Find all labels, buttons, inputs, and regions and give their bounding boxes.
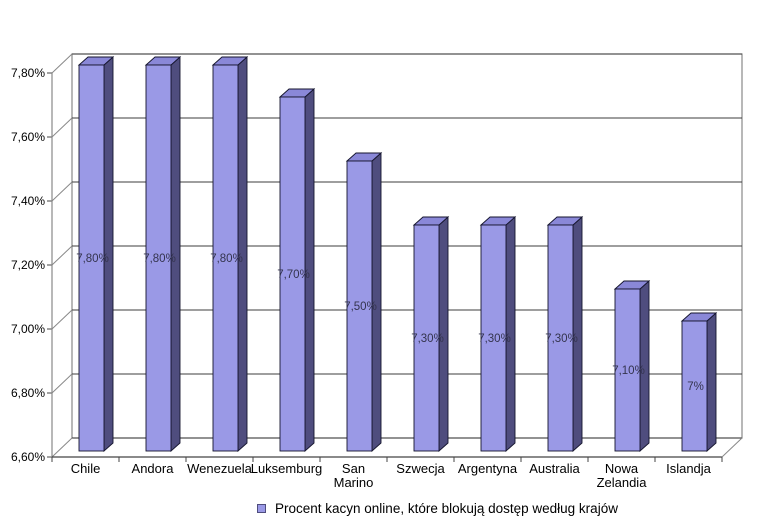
y-depth-line <box>51 245 73 266</box>
bar-value-label: 7,10% <box>612 365 645 377</box>
bar-front-face <box>212 64 239 452</box>
y-axis-label: 7,60% <box>11 130 45 144</box>
y-depth-line <box>51 437 73 458</box>
bar-value-label: 7,70% <box>277 269 310 281</box>
category-label: Argentyna <box>458 461 518 476</box>
y-depth-line <box>51 373 73 394</box>
legend-label: Procent kacyn online, które blokują dost… <box>275 501 618 516</box>
bar-front-face <box>413 224 440 452</box>
y-axis-label: 7,20% <box>11 258 45 272</box>
y-axis-label: 7,40% <box>11 194 45 208</box>
y-axis-label: 7,80% <box>11 66 45 80</box>
category-label: San <box>342 461 365 476</box>
category-label: Zelandia <box>597 475 648 490</box>
bar-value-label: 7,30% <box>545 333 578 345</box>
bar-side-face <box>706 311 717 453</box>
category-label: Nowa <box>605 461 639 476</box>
category-label: Chile <box>71 461 101 476</box>
y-axis-label: 7,00% <box>11 322 45 336</box>
legend-marker-icon <box>257 504 266 513</box>
y-depth-line <box>51 53 73 74</box>
bar-front-face <box>614 288 641 452</box>
category-label: Australia <box>529 461 580 476</box>
category-label: Andora <box>132 461 175 476</box>
y-axis-label: 6,60% <box>11 450 45 464</box>
y-depth-line <box>51 117 73 138</box>
bar-value-label: 7,80% <box>143 253 176 265</box>
bar-value-label: 7,50% <box>344 301 377 313</box>
y-depth-line <box>51 309 73 330</box>
bar-value-label: 7,80% <box>76 253 109 265</box>
bar-value-label: 7,30% <box>478 333 511 345</box>
category-label: Szwecja <box>396 461 445 476</box>
category-label: Luksemburg <box>251 461 323 476</box>
x-depth-line <box>721 437 743 458</box>
category-label: Marino <box>334 475 374 490</box>
y-axis-label: 6,80% <box>11 386 45 400</box>
bar-value-label: 7,80% <box>210 253 243 265</box>
legend: Procent kacyn online, które blokują dost… <box>257 501 618 516</box>
y-depth-line <box>51 181 73 202</box>
bar-front-face <box>681 320 708 452</box>
bar-front-face <box>547 224 574 452</box>
bar-front-face <box>279 96 306 452</box>
category-label: Islandja <box>666 461 712 476</box>
bar-value-label: 7% <box>687 381 704 393</box>
bar-front-face <box>145 64 172 452</box>
bar-front-face <box>78 64 105 452</box>
category-label: Wenezuela <box>187 461 253 476</box>
bar-value-label: 7,30% <box>411 333 444 345</box>
bar-front-face <box>346 160 373 452</box>
bar-front-face <box>480 224 507 452</box>
